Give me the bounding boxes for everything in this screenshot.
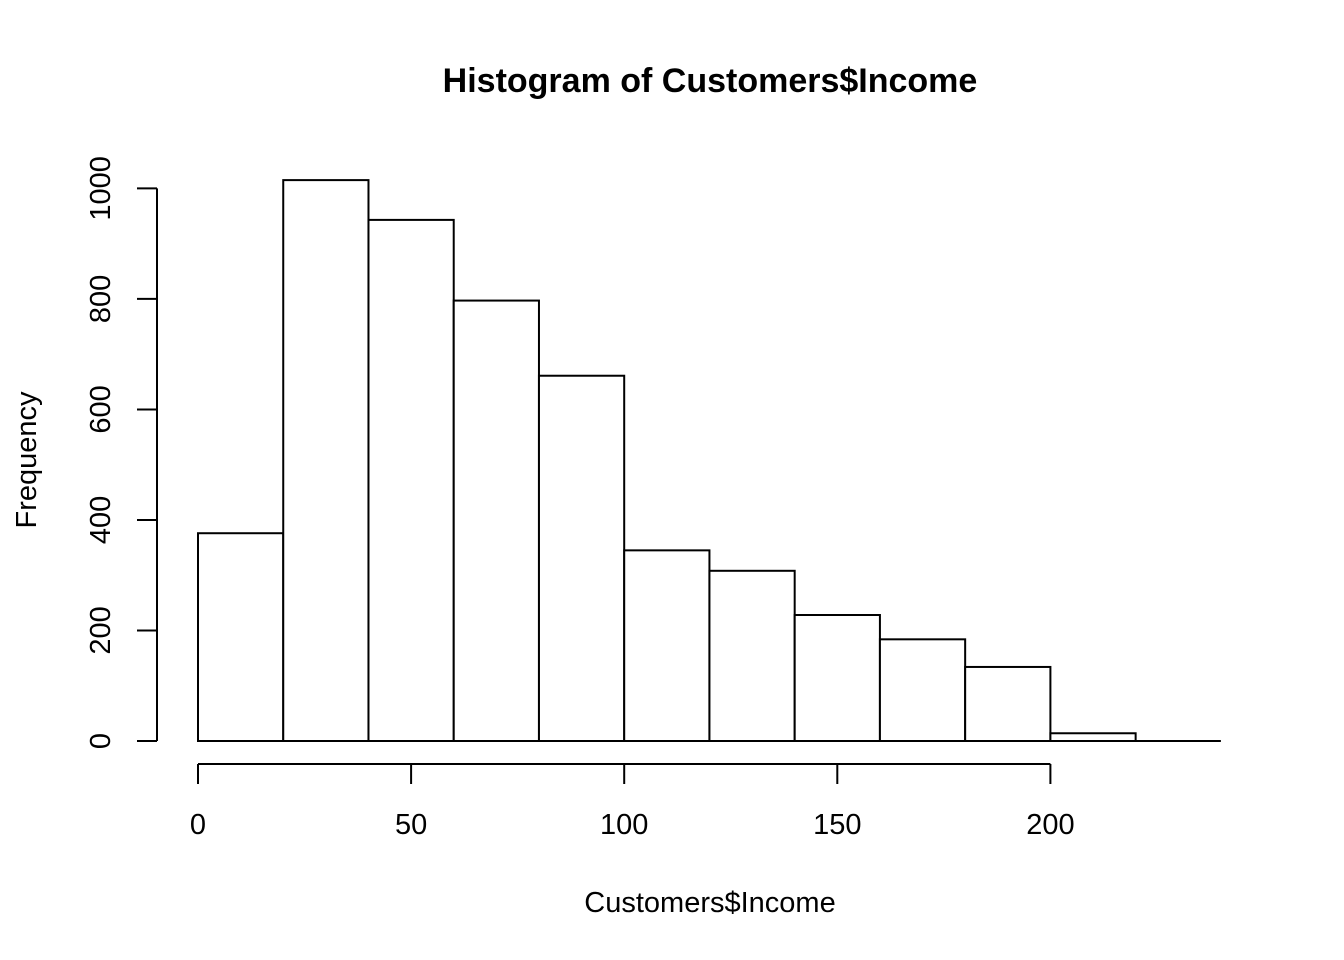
y-tick-label: 200	[85, 606, 117, 654]
x-tick-label: 50	[395, 809, 427, 841]
y-tick-label: 600	[85, 385, 117, 433]
y-axis-label: Frequency	[11, 391, 43, 529]
histogram-bars	[197, 179, 1137, 743]
x-tick-label: 150	[813, 809, 861, 841]
histogram-bar	[623, 549, 711, 743]
histogram-bar	[1049, 732, 1137, 743]
y-tick-label: 400	[85, 496, 117, 544]
x-tick-label: 200	[1026, 809, 1074, 841]
histogram-bar	[708, 569, 796, 742]
histogram-bar	[367, 218, 455, 742]
x-axis-label: Customers$Income	[584, 887, 835, 919]
x-axis: 0 50 100 150 200	[190, 763, 1075, 841]
histogram-bar	[793, 614, 881, 742]
x-tick-label: 100	[600, 809, 648, 841]
y-tick-label: 800	[85, 275, 117, 323]
y-tick-label: 1000	[85, 156, 117, 221]
histogram-bar	[452, 299, 540, 742]
chart-title: Histogram of Customers$Income	[443, 62, 978, 100]
histogram-bar	[537, 374, 626, 742]
histogram-bar	[197, 532, 285, 743]
histogram-bar	[282, 179, 370, 742]
y-axis: 0 200 400 600 800 1000	[85, 156, 158, 749]
histogram-bar	[964, 665, 1052, 742]
histogram-bar	[878, 638, 967, 742]
y-tick-label: 0	[85, 733, 117, 749]
x-tick-label: 0	[190, 809, 206, 841]
